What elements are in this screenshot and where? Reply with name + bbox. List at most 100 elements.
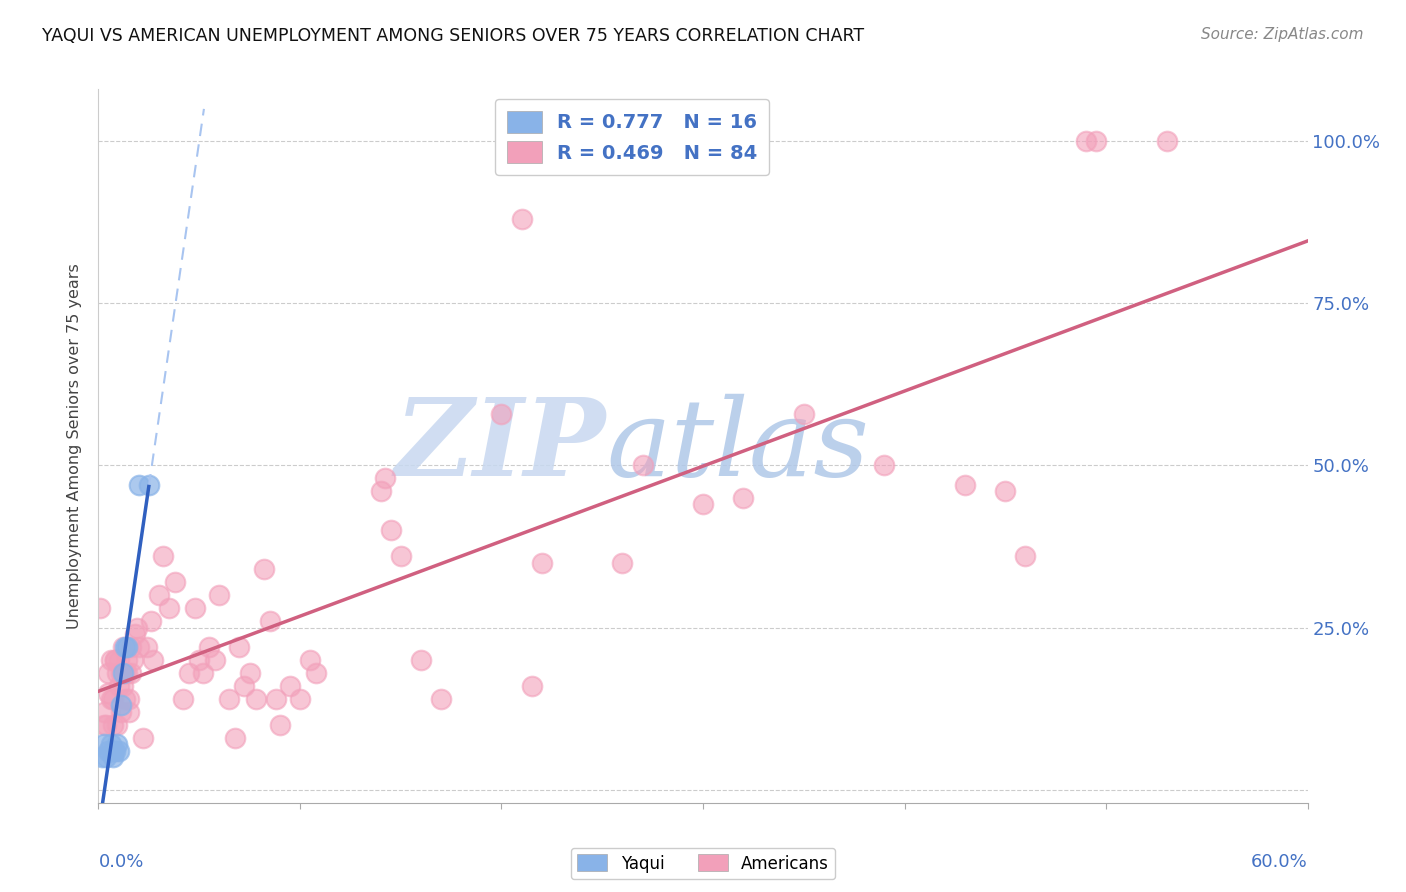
Point xyxy=(193,666,215,681)
Point xyxy=(93,738,115,752)
Point xyxy=(111,666,134,681)
Point xyxy=(114,666,136,681)
Point xyxy=(510,211,533,226)
Point xyxy=(120,640,142,654)
Point xyxy=(188,653,211,667)
Point xyxy=(96,750,118,764)
Point xyxy=(128,478,150,492)
Point xyxy=(631,458,654,473)
Legend: R = 0.777   N = 16, R = 0.469   N = 84: R = 0.777 N = 16, R = 0.469 N = 84 xyxy=(495,99,769,175)
Point xyxy=(152,549,174,564)
Point xyxy=(96,718,118,732)
Point xyxy=(103,653,125,667)
Point xyxy=(97,666,120,681)
Point xyxy=(305,666,328,681)
Y-axis label: Unemployment Among Seniors over 75 years: Unemployment Among Seniors over 75 years xyxy=(67,263,83,629)
Point xyxy=(184,601,207,615)
Point xyxy=(1156,134,1178,148)
Point xyxy=(111,679,134,693)
Point xyxy=(115,653,138,667)
Point xyxy=(124,627,146,641)
Point xyxy=(97,685,120,699)
Point xyxy=(157,601,180,615)
Point xyxy=(1074,134,1097,148)
Point xyxy=(132,731,155,745)
Point xyxy=(93,718,115,732)
Text: ZIP: ZIP xyxy=(395,393,606,499)
Point xyxy=(128,640,150,654)
Point xyxy=(135,640,157,654)
Point xyxy=(139,614,162,628)
Point xyxy=(105,738,128,752)
Point xyxy=(953,478,976,492)
Point xyxy=(278,679,301,693)
Point xyxy=(370,484,392,499)
Point xyxy=(299,653,322,667)
Point xyxy=(409,653,432,667)
Point xyxy=(101,750,124,764)
Point xyxy=(264,692,287,706)
Point xyxy=(100,692,122,706)
Point xyxy=(389,549,412,564)
Point xyxy=(198,640,221,654)
Point xyxy=(100,738,122,752)
Point xyxy=(239,666,262,681)
Point xyxy=(142,653,165,667)
Point xyxy=(288,692,311,706)
Point xyxy=(228,640,250,654)
Point xyxy=(612,556,634,570)
Text: 60.0%: 60.0% xyxy=(1251,853,1308,871)
Point xyxy=(89,601,111,615)
Point xyxy=(97,744,120,758)
Point xyxy=(873,458,896,473)
Point xyxy=(204,653,226,667)
Text: 0.0%: 0.0% xyxy=(98,853,143,871)
Point xyxy=(218,692,240,706)
Point xyxy=(107,679,129,693)
Point xyxy=(380,524,402,538)
Point xyxy=(245,692,267,706)
Point xyxy=(269,718,291,732)
Point xyxy=(125,621,148,635)
Point xyxy=(115,640,138,654)
Point xyxy=(733,491,755,505)
Point xyxy=(107,653,129,667)
Point xyxy=(114,640,136,654)
Point xyxy=(93,705,115,719)
Point xyxy=(103,653,125,667)
Point xyxy=(91,750,114,764)
Point xyxy=(430,692,453,706)
Point xyxy=(101,692,124,706)
Point xyxy=(179,666,201,681)
Point xyxy=(120,666,142,681)
Point xyxy=(121,653,143,667)
Point xyxy=(994,484,1017,499)
Point xyxy=(148,588,170,602)
Point xyxy=(118,705,141,719)
Point xyxy=(101,744,124,758)
Point xyxy=(172,692,194,706)
Point xyxy=(100,653,122,667)
Point xyxy=(163,575,186,590)
Point xyxy=(224,731,246,745)
Point xyxy=(692,497,714,511)
Point xyxy=(374,471,396,485)
Point xyxy=(253,562,276,576)
Text: Source: ZipAtlas.com: Source: ZipAtlas.com xyxy=(1201,27,1364,42)
Point xyxy=(105,718,128,732)
Point xyxy=(232,679,254,693)
Point xyxy=(259,614,281,628)
Point xyxy=(1085,134,1108,148)
Point xyxy=(530,556,553,570)
Point xyxy=(114,692,136,706)
Point xyxy=(103,744,125,758)
Text: YAQUI VS AMERICAN UNEMPLOYMENT AMONG SENIORS OVER 75 YEARS CORRELATION CHART: YAQUI VS AMERICAN UNEMPLOYMENT AMONG SEN… xyxy=(42,27,865,45)
Point xyxy=(110,666,132,681)
Point xyxy=(111,640,134,654)
Point xyxy=(105,666,128,681)
Point xyxy=(101,718,124,732)
Text: atlas: atlas xyxy=(606,393,869,499)
Point xyxy=(118,692,141,706)
Point xyxy=(110,705,132,719)
Point xyxy=(1014,549,1036,564)
